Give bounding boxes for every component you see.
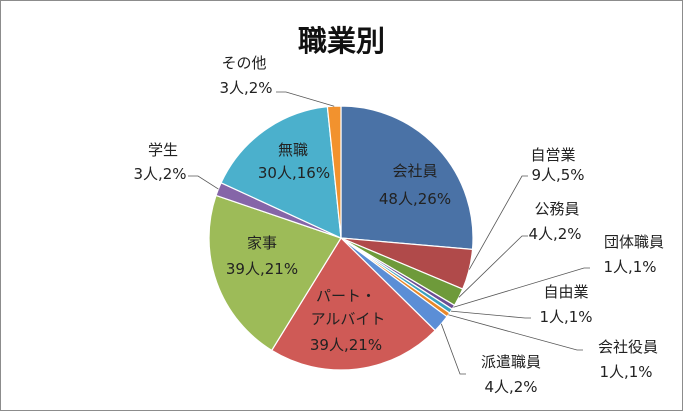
pie-slices xyxy=(208,105,474,371)
pie-slice xyxy=(270,237,436,371)
label-jieigyo-name: 自営業 xyxy=(530,146,575,164)
label-kaishain-value: 48人,26% xyxy=(379,190,451,208)
label-yakuin-value: 1人,1% xyxy=(599,363,652,381)
label-jiyugyo-value: 1人,1% xyxy=(539,308,592,326)
pie-slice xyxy=(340,105,474,251)
label-part-name-2: アルバイト xyxy=(311,310,386,328)
leader-line xyxy=(468,175,528,270)
label-yakuin-name: 会社役員 xyxy=(598,338,658,356)
label-haken-value: 4人,2% xyxy=(484,378,537,396)
pie-slice xyxy=(220,106,342,239)
label-dantai-value: 1人,1% xyxy=(603,258,656,276)
label-jiyugyo-name: 自由業 xyxy=(543,283,588,301)
leader-line xyxy=(188,175,219,190)
label-gakusei-name: 学生 xyxy=(148,141,178,159)
label-part-name-1: パート・ xyxy=(316,287,376,305)
leader-line xyxy=(450,310,531,319)
label-part-value: 39人,21% xyxy=(310,336,382,354)
label-kaji-name: 家事 xyxy=(247,234,277,252)
leader-line xyxy=(448,314,583,351)
label-haken-name: 派遣職員 xyxy=(481,353,541,371)
label-mushoku-value: 30人,16% xyxy=(258,164,330,182)
label-komuin-name: 公務員 xyxy=(534,200,579,218)
label-kaji-value: 39人,21% xyxy=(226,260,298,278)
leader-line xyxy=(440,323,466,375)
label-jieigyo-value: 9人,5% xyxy=(531,166,584,184)
label-sonota-value: 3人,2% xyxy=(219,79,272,97)
label-gakusei-value: 3人,2% xyxy=(133,165,186,183)
chart-title: 職業別 xyxy=(297,24,385,58)
pie-slice xyxy=(208,194,342,352)
leader-line xyxy=(453,267,590,308)
label-sonota-name: その他 xyxy=(221,54,266,72)
leader-line xyxy=(458,235,528,298)
label-dantai-name: 団体職員 xyxy=(604,233,664,251)
label-mushoku-name: 無職 xyxy=(278,141,308,159)
leader-lines xyxy=(188,91,590,375)
label-komuin-value: 4人,2% xyxy=(528,225,581,243)
leader-line xyxy=(276,91,335,107)
label-kaishain-name: 会社員 xyxy=(392,162,437,180)
